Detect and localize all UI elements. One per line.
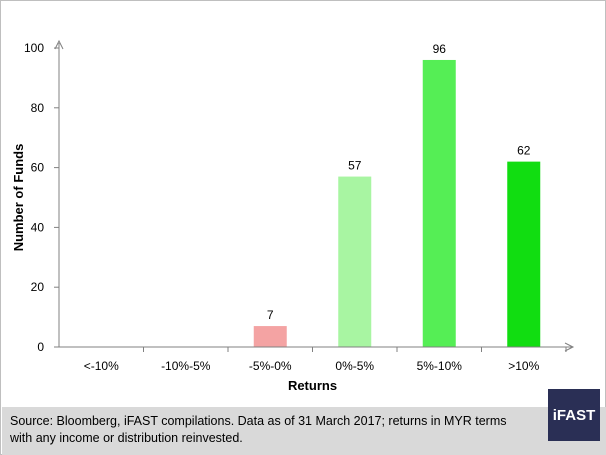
y-tick-label: 20	[31, 280, 45, 294]
bar-chart: 0 20 40 60 80 100 <-10% -10%-5% 7 -5%-0% 57 0%-5% 96…	[11, 39, 575, 393]
x-tick-label: 5%-10%	[417, 359, 463, 373]
x-tick-label: -10%-5%	[161, 359, 211, 373]
y-tick-label: 60	[31, 161, 45, 175]
x-axis-arrow	[564, 342, 575, 352]
y-axis-label: Number of Funds	[11, 144, 26, 252]
x-tick-label: 0%-5%	[335, 359, 374, 373]
source-footer: Source: Bloomberg, iFAST compilations. D…	[2, 389, 606, 455]
data-label: 7	[267, 308, 274, 322]
data-label: 57	[348, 159, 362, 173]
bar	[507, 161, 541, 347]
data-label: 62	[517, 144, 531, 158]
bar	[338, 176, 372, 347]
x-tick-label: -5%-0%	[249, 359, 292, 373]
y-tick-label: 0	[37, 340, 44, 354]
bar	[253, 326, 287, 347]
y-axis-arrow	[54, 39, 64, 50]
ifast-logo: iFAST	[548, 389, 600, 441]
source-note: Source: Bloomberg, iFAST compilations. D…	[10, 414, 507, 445]
y-tick-label: 100	[24, 41, 44, 55]
y-tick-label: 40	[31, 220, 45, 234]
x-axis-label: Returns	[288, 378, 337, 393]
x-tick-label: >10%	[508, 359, 539, 373]
bar	[422, 59, 456, 348]
data-label: 96	[433, 42, 447, 56]
y-tick-label: 80	[31, 101, 45, 115]
x-tick-label: <-10%	[84, 359, 119, 373]
